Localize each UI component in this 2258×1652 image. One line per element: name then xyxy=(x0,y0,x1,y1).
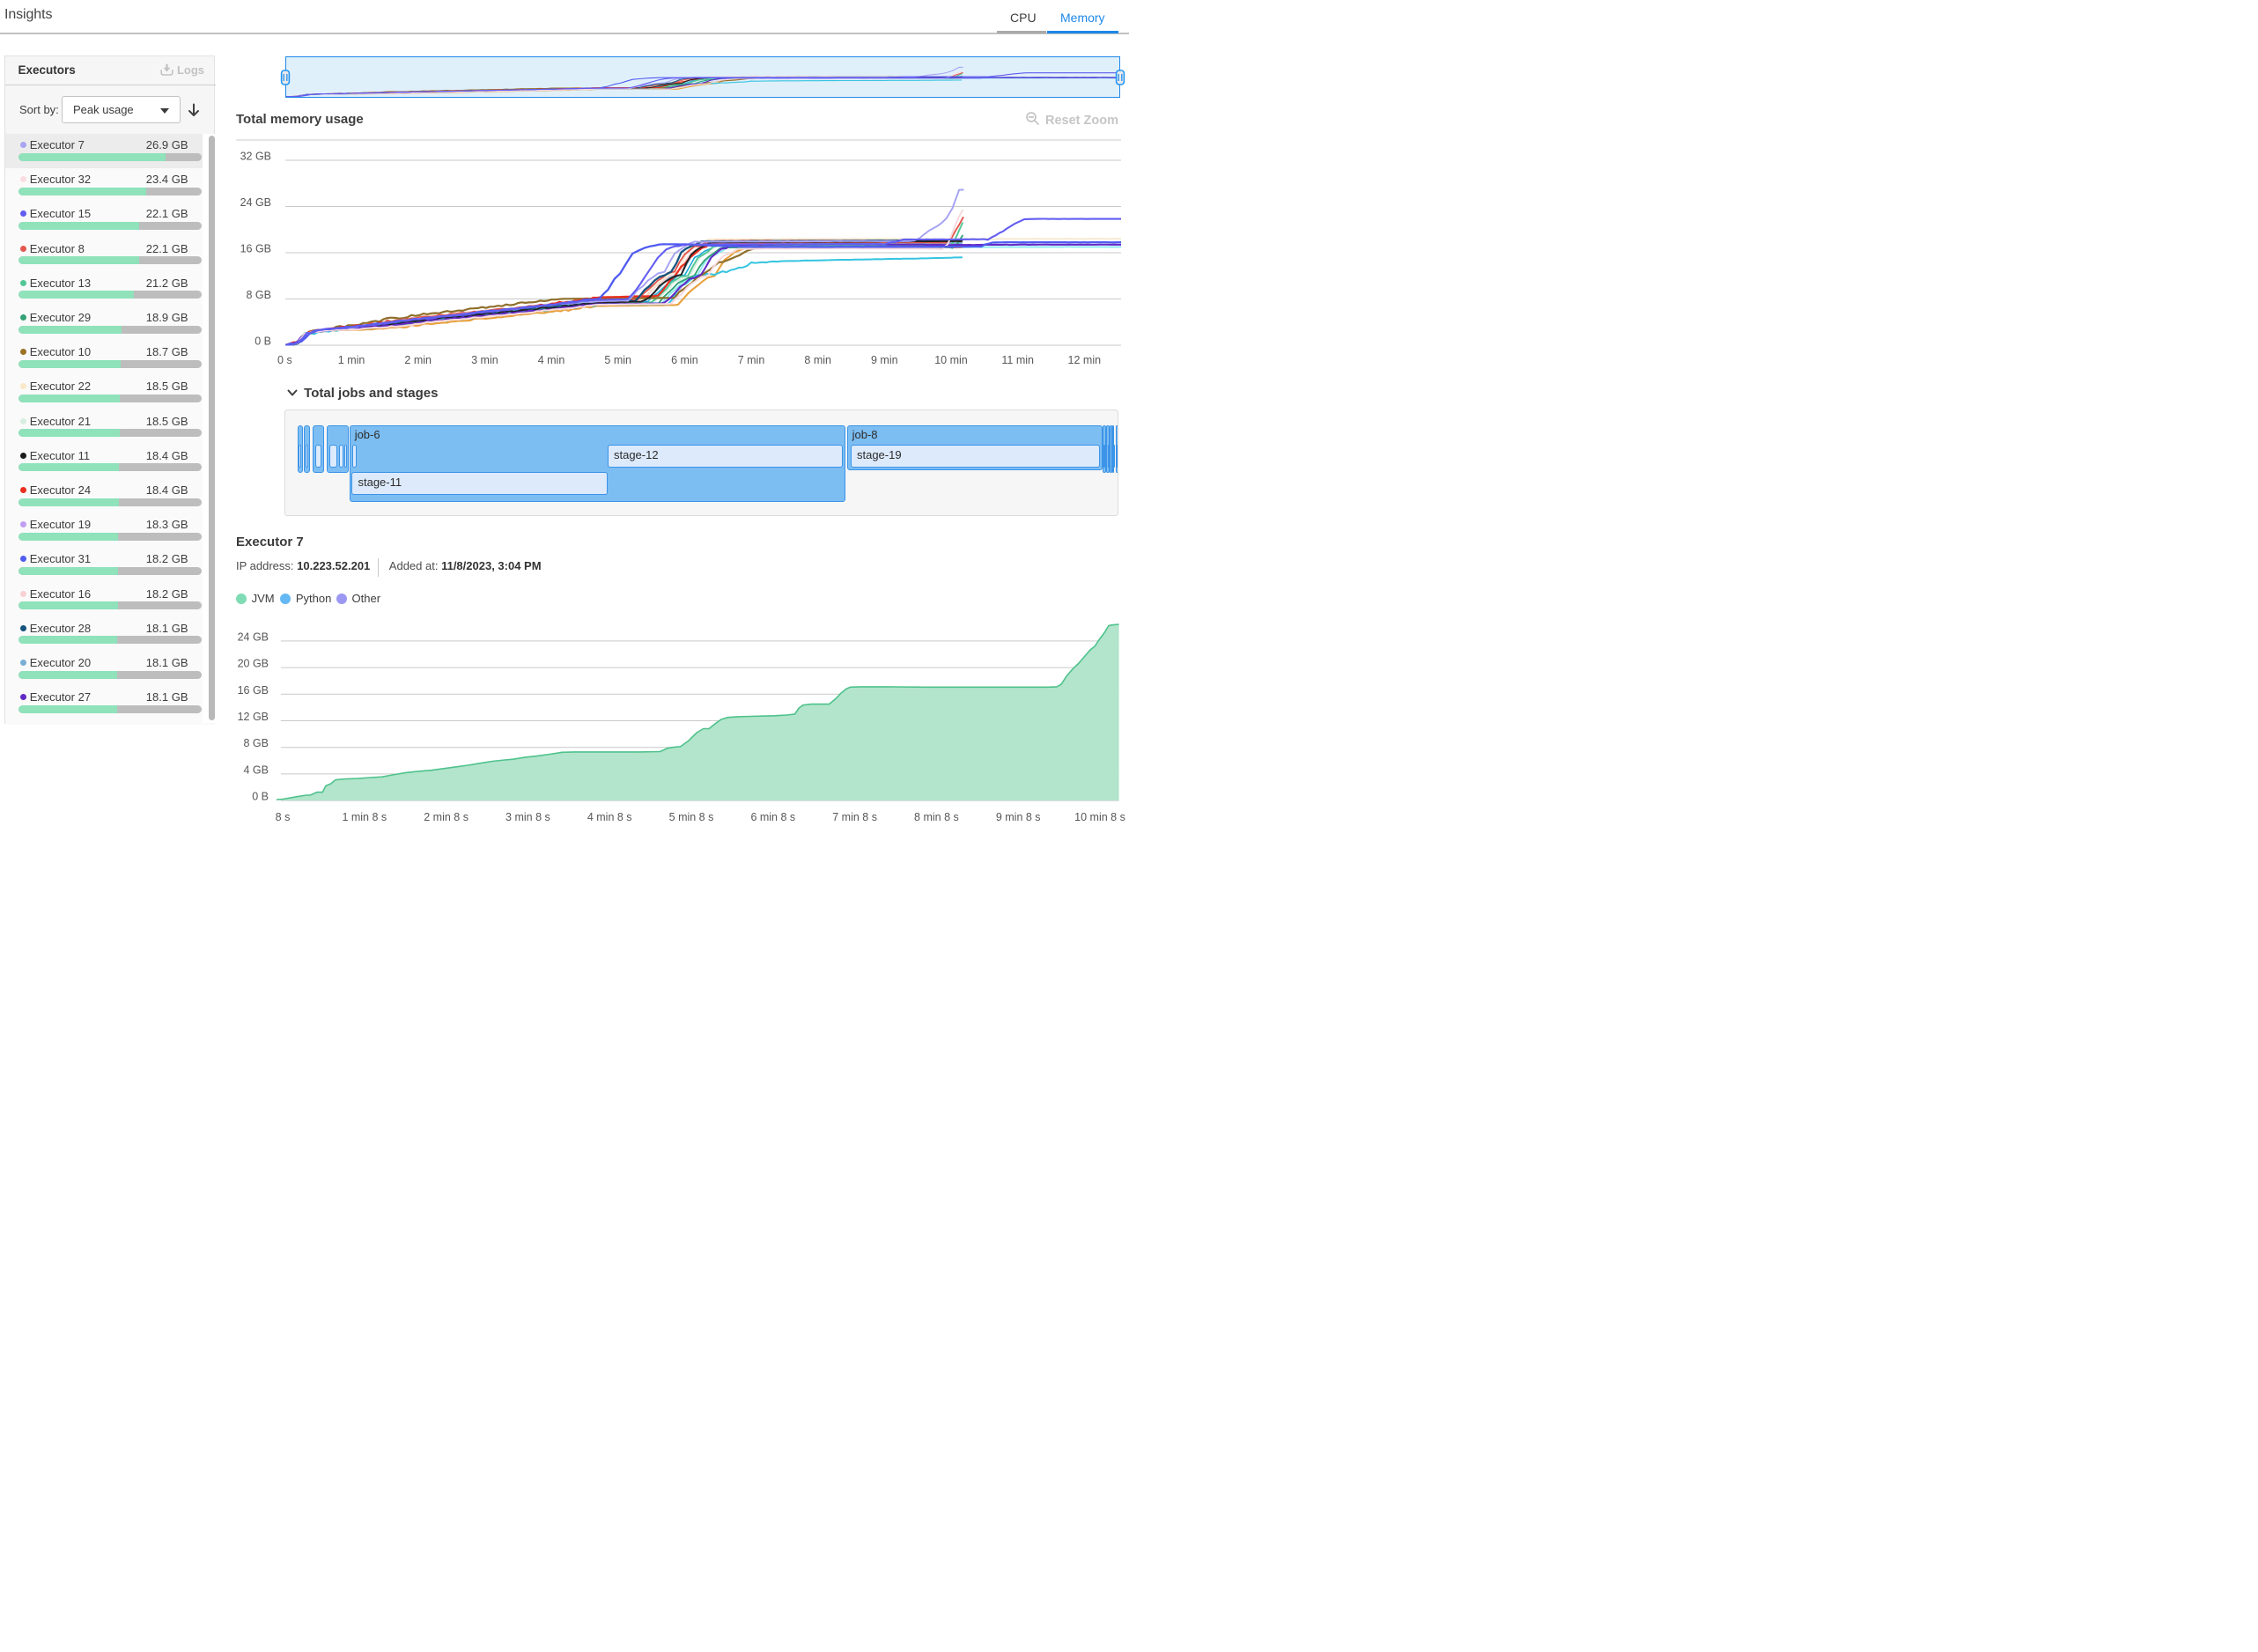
svg-text:3 min: 3 min xyxy=(471,354,498,366)
svg-text:1 min 8 s: 1 min 8 s xyxy=(342,811,387,823)
svg-text:9 min 8 s: 9 min 8 s xyxy=(996,811,1041,823)
svg-text:12 min: 12 min xyxy=(1068,354,1102,366)
svg-text:16 GB: 16 GB xyxy=(240,243,271,255)
svg-text:8 s: 8 s xyxy=(276,811,291,823)
svg-text:24 GB: 24 GB xyxy=(238,631,269,643)
svg-text:8 min: 8 min xyxy=(804,354,831,366)
svg-text:2 min 8 s: 2 min 8 s xyxy=(424,811,469,823)
svg-text:5 min 8 s: 5 min 8 s xyxy=(669,811,714,823)
svg-text:3 min 8 s: 3 min 8 s xyxy=(505,811,550,823)
svg-text:24 GB: 24 GB xyxy=(240,196,271,209)
svg-text:8 GB: 8 GB xyxy=(247,289,272,301)
svg-text:11 min: 11 min xyxy=(1001,354,1034,366)
svg-text:8 min 8 s: 8 min 8 s xyxy=(914,811,959,823)
svg-text:5 min: 5 min xyxy=(604,354,631,366)
svg-text:7 min 8 s: 7 min 8 s xyxy=(832,811,877,823)
svg-text:16 GB: 16 GB xyxy=(238,684,269,697)
svg-text:10 min 8 s: 10 min 8 s xyxy=(1074,811,1125,823)
svg-text:9 min: 9 min xyxy=(871,354,898,366)
svg-text:4 min 8 s: 4 min 8 s xyxy=(587,811,632,823)
svg-text:6 min: 6 min xyxy=(671,354,698,366)
svg-text:0 B: 0 B xyxy=(252,791,269,803)
svg-text:1 min: 1 min xyxy=(338,354,365,366)
svg-text:4 min: 4 min xyxy=(538,354,565,366)
svg-text:8 GB: 8 GB xyxy=(244,737,269,749)
svg-text:0 B: 0 B xyxy=(255,336,271,348)
svg-text:4 GB: 4 GB xyxy=(244,763,269,776)
svg-text:12 GB: 12 GB xyxy=(238,711,269,723)
svg-text:6 min 8 s: 6 min 8 s xyxy=(750,811,795,823)
svg-text:0 s: 0 s xyxy=(277,354,292,366)
svg-text:10 min: 10 min xyxy=(934,354,968,366)
svg-text:32 GB: 32 GB xyxy=(240,151,271,163)
svg-text:2 min: 2 min xyxy=(404,354,432,366)
svg-text:20 GB: 20 GB xyxy=(238,658,269,670)
svg-text:7 min: 7 min xyxy=(738,354,765,366)
